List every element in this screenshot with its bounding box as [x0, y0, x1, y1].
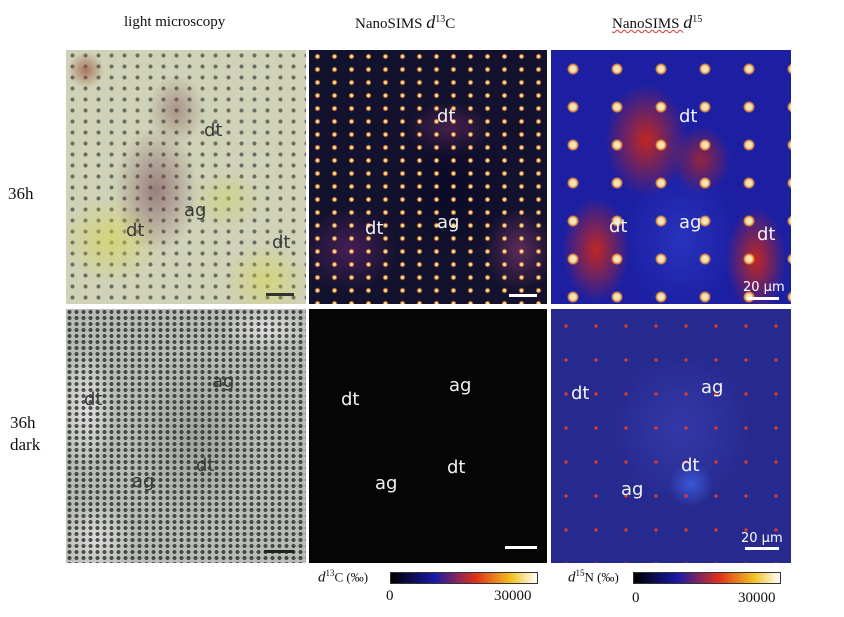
- colorbar-n15-min: 0: [632, 590, 640, 606]
- colorbar-n15-title: d15N (‰): [568, 568, 619, 586]
- label-ag: ag: [701, 377, 724, 398]
- label-dt: dt: [272, 232, 291, 253]
- header-sup: 15: [692, 14, 703, 25]
- colorbar-n15: [633, 572, 781, 584]
- row-label-text: 36h: [8, 184, 34, 203]
- label-dt: dt: [447, 457, 466, 478]
- header-symbol: d: [426, 12, 436, 32]
- header-suffix: C: [445, 16, 456, 32]
- label-dt: dt: [679, 106, 698, 127]
- colorbar-c13-title: d13C (‰): [318, 568, 368, 586]
- label-ag: ag: [184, 200, 207, 221]
- scale-bar: [266, 293, 294, 296]
- cb-sup: 15: [575, 568, 585, 578]
- label-dt: dt: [204, 120, 223, 141]
- label-dt: dt: [571, 383, 590, 404]
- row-label-line2: dark: [10, 435, 41, 454]
- header-prefix: NanoSIMS: [612, 16, 684, 32]
- header-nanosims-c13: NanoSIMS d13C: [355, 12, 455, 33]
- panel-light-36h-dark: ag dt dt ag: [66, 309, 306, 563]
- row-label-36h: 36h: [8, 183, 34, 205]
- label-dt: dt: [126, 220, 145, 241]
- label-dt: dt: [84, 389, 103, 410]
- scale-bar: [505, 546, 537, 549]
- colorbar-n15-max: 30000: [738, 590, 776, 606]
- header-prefix: NanoSIMS: [355, 16, 427, 32]
- label-dt: dt: [341, 389, 360, 410]
- cb-sup: 13: [325, 568, 335, 578]
- label-dt: dt: [365, 218, 384, 239]
- header-text: light microscopy: [124, 14, 226, 30]
- label-ag: ag: [212, 371, 235, 392]
- scale-bar: [264, 550, 294, 553]
- scale-text: 20 µm: [741, 531, 783, 546]
- label-dt: dt: [609, 216, 628, 237]
- colorbar-c13: [390, 572, 538, 584]
- header-sup: 13: [435, 14, 446, 25]
- cb-rest: C (‰): [334, 569, 369, 585]
- colorbar-c13-max: 30000: [494, 588, 532, 604]
- header-light-microscopy: light microscopy: [124, 14, 225, 31]
- panel-light-36h: dt ag dt dt: [66, 50, 306, 304]
- label-dt: dt: [437, 106, 456, 127]
- cb-symbol: d: [568, 569, 576, 586]
- label-ag: ag: [132, 471, 155, 492]
- label-ag: ag: [679, 212, 702, 233]
- row-label-36h-dark: 36h dark: [10, 412, 40, 456]
- label-ag: ag: [437, 212, 460, 233]
- scale-bar: [509, 294, 537, 297]
- cb-symbol: d: [318, 569, 326, 586]
- label-ag: ag: [375, 473, 398, 494]
- label-dt: dt: [757, 224, 776, 245]
- label-dt: dt: [681, 455, 700, 476]
- header-symbol: d: [683, 12, 693, 32]
- panel-c13-36h-dark: dt ag ag dt: [309, 309, 547, 563]
- colorbar-c13-min: 0: [386, 588, 394, 604]
- scale-bar: [745, 547, 779, 550]
- cb-rest: N (‰): [584, 569, 619, 585]
- label-dt: dt: [196, 455, 215, 476]
- panel-n15-36h: dt dt ag dt 20 µm: [551, 50, 791, 304]
- label-ag: ag: [621, 479, 644, 500]
- panel-c13-36h: dt dt ag: [309, 50, 547, 304]
- scale-text: 20 µm: [743, 280, 785, 295]
- panel-n15-36h-dark: dt ag dt ag 20 µm: [551, 309, 791, 563]
- label-ag: ag: [449, 375, 472, 396]
- scale-bar: [747, 297, 779, 300]
- header-nanosims-n15: NanoSIMS d15: [612, 12, 702, 33]
- row-label-line1: 36h: [10, 413, 36, 432]
